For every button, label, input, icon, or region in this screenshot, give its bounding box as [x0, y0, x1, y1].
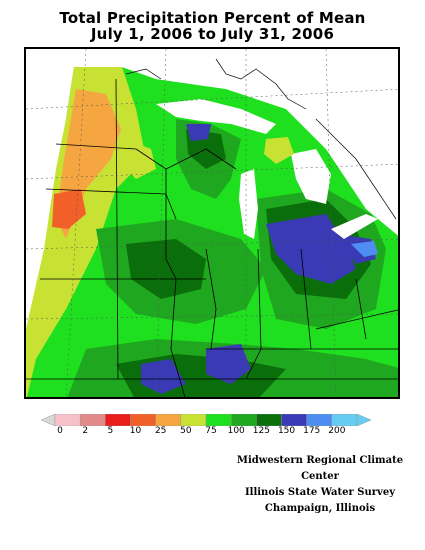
credit-line1: Midwestern Regional Climate Center: [236, 455, 404, 482]
legend-swatch: [306, 414, 333, 426]
legend-labels: 0 2 5 10 25 50 75 100 125 150 175 200: [0, 426, 425, 438]
legend-swatch: [256, 414, 282, 426]
lake-michigan: [239, 169, 258, 239]
very-wet-region-southwest: [141, 359, 186, 394]
state-boundaries: [26, 78, 398, 397]
legend-label: 75: [205, 426, 217, 436]
legend-label: 150: [277, 426, 296, 436]
very-wet-region-south: [206, 344, 251, 384]
very-wet-region-north: [186, 124, 211, 141]
legend-swatch: [205, 414, 232, 426]
legend-right-arrow: [356, 414, 371, 426]
canada-coastline: [125, 58, 397, 220]
legend-swatch: [54, 414, 81, 426]
canada-white-area: [122, 49, 398, 236]
map-title-line1: Total Precipitation Percent of Mean: [59, 9, 366, 27]
map-title-line2: July 1, 2006 to July 31, 2006: [90, 25, 335, 43]
dry-region-west: [26, 67, 146, 397]
lake-erie: [331, 214, 378, 239]
legend-label: 5: [107, 426, 114, 436]
legend-swatch: [155, 414, 182, 426]
extreme-wet-region-northeast: [351, 241, 378, 257]
legend-left-arrow: [41, 414, 56, 426]
legend-swatch: [79, 414, 106, 426]
legend-swatch: [105, 414, 131, 426]
precipitation-map: [24, 47, 400, 399]
legend-label: 125: [252, 426, 270, 436]
credit-line2: Illinois State Water Survey: [244, 487, 396, 498]
legend-label: 200: [328, 426, 346, 436]
credits: Midwestern Regional Climate Center Illin…: [220, 453, 420, 517]
legend-label: 10: [129, 426, 142, 436]
very-wet-region-east: [266, 214, 356, 284]
color-legend: [41, 414, 371, 426]
dry-patch-huron: [264, 137, 294, 164]
legend-swatch: [130, 414, 156, 426]
map-canvas: [26, 49, 398, 397]
legend-label: 25: [154, 426, 167, 436]
credit-line3: Champaign, Illinois: [264, 503, 376, 514]
graticule: [26, 49, 398, 397]
legend-swatch: [331, 414, 358, 426]
wet-region-central-dark: [126, 239, 206, 299]
legend-swatch: [230, 414, 257, 426]
lake-huron: [291, 149, 331, 204]
legend-swatch: [180, 414, 207, 426]
legend-label: 175: [303, 426, 321, 436]
legend-label: 2: [82, 426, 89, 436]
legend-label: 100: [227, 426, 245, 436]
legend-label: 0: [57, 426, 63, 436]
legend-swatch: [281, 414, 307, 426]
legend-label: 50: [180, 426, 192, 436]
